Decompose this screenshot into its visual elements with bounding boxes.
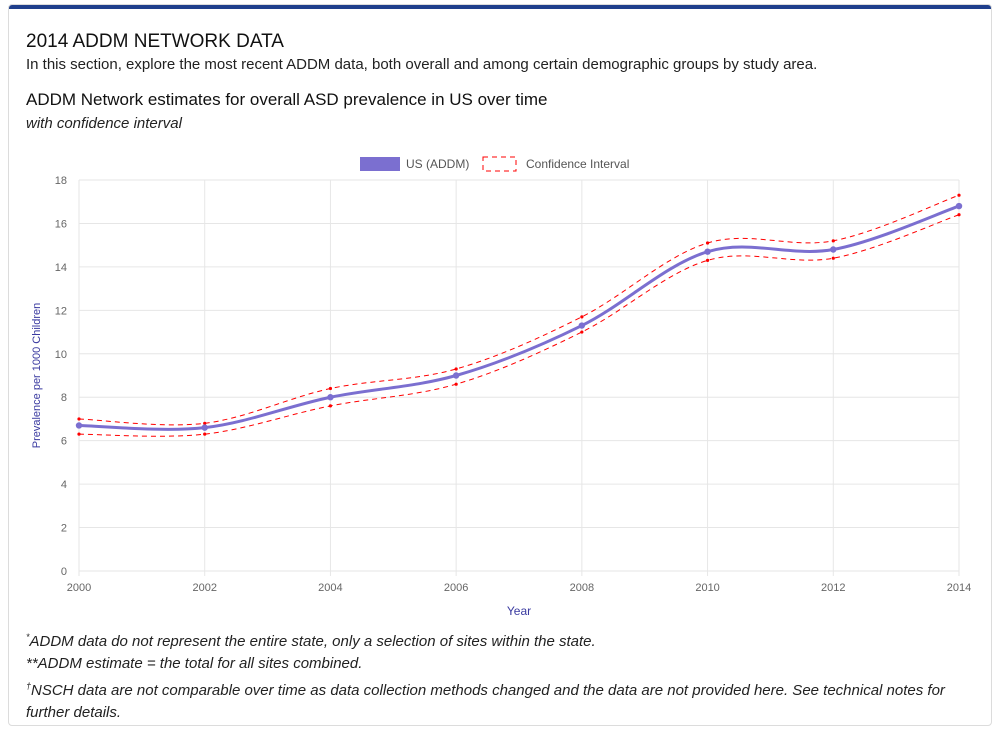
y-tick-label: 2	[61, 523, 67, 535]
ci-upper-point	[454, 367, 458, 371]
y-tick-label: 6	[61, 436, 67, 448]
addm-data-card: 2014 ADDM NETWORK DATA In this section, …	[8, 4, 992, 726]
chart-title: ADDM Network estimates for overall ASD p…	[26, 90, 548, 109]
us-addm-point	[327, 394, 334, 401]
ci-upper-point	[831, 239, 835, 243]
y-tick-label: 18	[55, 175, 67, 187]
chart-subtitle: with confidence interval	[26, 115, 182, 132]
x-tick-label: 2002	[192, 582, 216, 594]
legend-label-us-addm: US (ADDM)	[406, 157, 469, 171]
footnotes: *ADDM data do not represent the entire s…	[26, 626, 976, 724]
ci-lower-line	[78, 214, 960, 437]
footnote-nsch: †NSCH data are not comparable over time …	[26, 681, 945, 721]
y-tick-label: 10	[55, 349, 67, 361]
y-tick-label: 16	[55, 218, 67, 230]
ci-lower-point	[580, 330, 584, 334]
us-addm-point	[201, 424, 208, 431]
x-axis-title: Year	[507, 604, 531, 618]
us-addm-point	[452, 372, 460, 379]
x-tick-label: 2010	[695, 582, 719, 594]
ci-upper-point	[705, 241, 710, 245]
footnote-addm-estimate: **ADDM estimate = the total for all site…	[26, 655, 363, 672]
ci-upper-line	[78, 194, 960, 426]
footnote-addm-sites: *ADDM data do not represent the entire s…	[26, 632, 596, 650]
ci-lower-point	[328, 404, 333, 408]
ci-lower-point	[77, 432, 81, 436]
x-tick-label: 2006	[444, 582, 468, 594]
us-addm-point	[704, 248, 711, 255]
us-addm-point	[830, 246, 837, 253]
x-tick-label: 2012	[821, 582, 845, 594]
ci-upper-point	[77, 417, 81, 421]
chart-legend: US (ADDM) Confidence Interval	[360, 156, 629, 172]
section-description: In this section, explore the most recent…	[26, 56, 818, 73]
us-addm-point	[578, 322, 586, 329]
us-addm-point	[955, 202, 963, 210]
y-tick-label: 0	[61, 566, 67, 578]
x-tick-label: 2004	[318, 582, 342, 594]
legend-swatch-us-addm	[360, 157, 400, 171]
card-accent-bar	[9, 5, 991, 9]
x-tick-label: 2008	[570, 582, 594, 594]
x-tick-label: 2014	[947, 582, 971, 594]
ci-lower-point	[957, 213, 961, 217]
prevalence-line-chart: 0 2 4 6 8 10 12 14 16 18 2000 2002 2004 2006 2008 2010 2…	[31, 156, 971, 618]
us-addm-point	[75, 422, 83, 429]
legend-swatch-ci	[482, 156, 517, 172]
legend-label-ci: Confidence Interval	[526, 157, 629, 171]
ci-lower-point	[454, 382, 458, 386]
ci-upper-point	[957, 193, 961, 197]
ci-upper-point	[203, 421, 207, 425]
section-title: 2014 ADDM NETWORK DATA	[26, 31, 284, 52]
ci-upper-point	[328, 386, 333, 391]
ci-lower-point	[831, 256, 835, 260]
ci-upper-point	[580, 315, 584, 319]
y-tick-label: 8	[61, 392, 67, 404]
ci-lower-point	[705, 258, 710, 262]
y-axis-title: Prevalence per 1000 Children	[31, 303, 43, 449]
y-tick-label: 12	[55, 305, 67, 317]
us-addm-line	[78, 204, 960, 431]
x-tick-label: 2000	[67, 582, 91, 594]
y-tick-label: 4	[61, 479, 67, 491]
y-tick-label: 14	[55, 262, 67, 274]
ci-lower-point	[203, 432, 207, 436]
